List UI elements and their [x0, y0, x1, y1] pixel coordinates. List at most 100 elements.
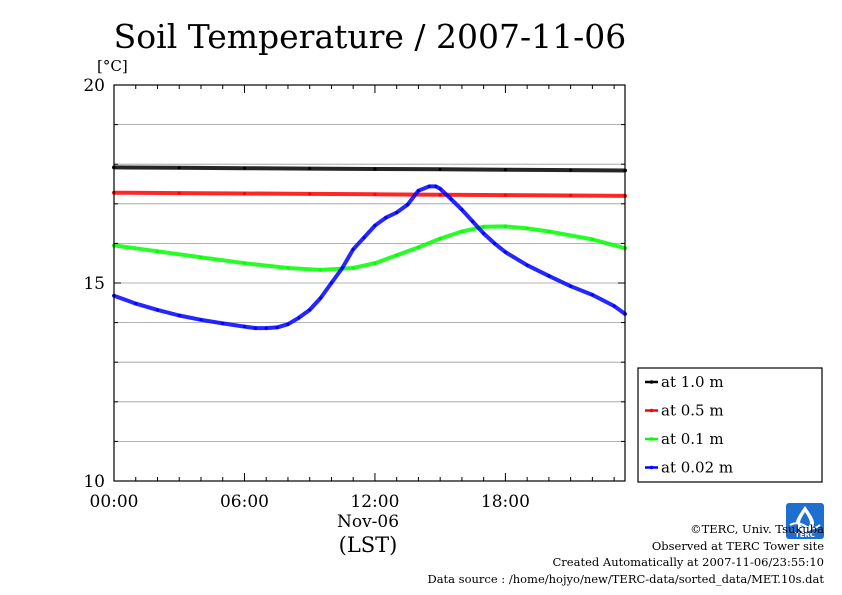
data-point — [362, 235, 366, 240]
svg-text:TERC: TERC — [795, 531, 815, 539]
data-point — [416, 245, 421, 249]
footer-created: Created Automatically at 2007-11-06/23:5… — [553, 555, 825, 569]
data-point — [155, 249, 160, 253]
legend-label: at 0.1 m — [661, 430, 724, 448]
legend-label: at 0.02 m — [661, 459, 733, 477]
data-point — [449, 197, 453, 201]
series-layer — [112, 165, 627, 331]
data-point — [547, 229, 551, 234]
data-point — [242, 324, 247, 329]
x-tick-label: 06:00 — [220, 492, 269, 512]
data-point — [405, 202, 410, 207]
y-tick-label: 20 — [83, 76, 105, 96]
data-point — [569, 193, 573, 198]
data-point — [471, 220, 475, 224]
data-point — [460, 229, 464, 234]
data-point — [308, 166, 312, 171]
data-point — [590, 293, 594, 297]
x-tick-label: 00:00 — [90, 492, 139, 512]
data-point — [503, 224, 508, 228]
footer-site: Observed at TERC Tower site — [652, 539, 824, 553]
data-point — [221, 321, 225, 325]
data-point — [242, 166, 247, 170]
data-point — [503, 168, 508, 172]
data-point — [318, 268, 323, 272]
data-point — [373, 223, 377, 228]
data-point — [503, 193, 508, 197]
data-point — [438, 193, 442, 197]
y-tick-label: 10 — [83, 472, 105, 492]
data-point — [155, 308, 160, 312]
legend-swatch-dot — [649, 437, 654, 441]
data-point — [525, 226, 529, 230]
data-point — [547, 274, 551, 278]
footer-credit: ©TERC, Univ. Tsukuba — [690, 522, 824, 536]
data-point — [590, 237, 594, 242]
data-point — [503, 250, 508, 254]
x-tick-label: 18:00 — [481, 492, 530, 512]
legend-swatch-dot — [649, 408, 654, 413]
data-point — [482, 225, 486, 229]
data-point — [569, 284, 573, 288]
data-point — [373, 261, 377, 265]
x-tick-label: 12:00 — [350, 492, 399, 512]
data-point — [351, 266, 355, 270]
data-point — [318, 296, 323, 300]
data-point — [373, 192, 377, 196]
data-point — [340, 266, 344, 270]
data-point — [434, 184, 438, 188]
data-point — [308, 192, 312, 196]
legend-swatch-dot — [649, 465, 654, 470]
data-point — [177, 313, 181, 318]
data-point — [395, 210, 399, 215]
data-point — [460, 208, 464, 212]
legend: at 1.0 m at 0.5 m at 0.1 m at 0.02 m — [637, 367, 823, 483]
data-point — [177, 166, 181, 170]
legend-label: at 0.5 m — [661, 402, 724, 420]
data-point — [134, 301, 138, 306]
legend-label: at 1.0 m — [661, 373, 724, 391]
data-point — [242, 261, 247, 265]
data-point — [351, 247, 355, 251]
data-point — [373, 167, 377, 171]
data-point — [438, 167, 442, 171]
series-line-at-0-1-m — [112, 224, 627, 272]
data-point — [286, 266, 290, 270]
series-line-at-0-5-m — [112, 190, 627, 198]
data-point — [242, 191, 247, 196]
y-tick-label: 15 — [83, 274, 105, 294]
x-axis-date-label: Nov-06 — [337, 512, 399, 532]
terc-logo: TERC — [786, 503, 824, 539]
data-point — [297, 316, 301, 320]
legend-box — [637, 367, 823, 483]
data-point — [384, 216, 388, 220]
grid-lines — [114, 124, 625, 442]
legend-swatch-dot — [649, 380, 654, 384]
data-point — [329, 281, 334, 285]
data-point — [427, 184, 431, 188]
y-axis-unit-label: [°C] — [97, 57, 128, 75]
data-point — [395, 253, 399, 257]
x-axis-timezone-label: (LST) — [339, 533, 398, 557]
data-point — [308, 308, 312, 312]
data-point — [286, 322, 290, 326]
chart-title: Soil Temperature / 2007-11-06 — [114, 17, 627, 56]
data-point — [253, 326, 257, 330]
data-point — [569, 168, 573, 172]
footer-credits: ©TERC, Univ. Tsukuba Observed at TERC To… — [427, 522, 824, 586]
data-point — [438, 187, 442, 191]
data-point — [525, 263, 529, 267]
data-point — [492, 241, 497, 245]
data-point — [199, 255, 203, 259]
data-point — [264, 326, 268, 330]
data-point — [177, 191, 181, 195]
footer-data-source: Data source : /home/hojyo/new/TERC-data/… — [427, 572, 824, 586]
data-point — [482, 231, 486, 236]
y-axis-ticks: 10 15 20 — [83, 76, 625, 492]
x-axis-ticks: 00:00 06:00 12:00 18:00 — [90, 85, 615, 512]
data-point — [612, 304, 616, 308]
data-point — [438, 237, 442, 241]
data-point — [275, 325, 279, 329]
data-point — [199, 318, 203, 322]
